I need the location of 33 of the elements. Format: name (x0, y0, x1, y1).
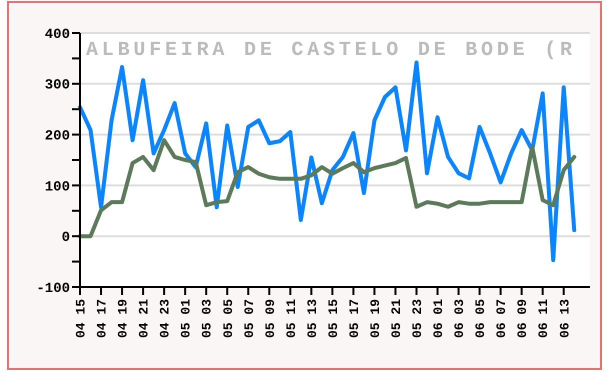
x-tick-label: 06 13 (557, 298, 572, 338)
line-series (78, 60, 576, 262)
x-tick-label: 05 23 (410, 298, 426, 338)
x-tick-label: 05 13 (304, 298, 320, 338)
x-tick-label: 05 11 (284, 298, 299, 338)
x-tick-label: 06 03 (452, 298, 468, 338)
x-tick-label: 06 09 (515, 298, 530, 338)
x-tick-label: 06 01 (431, 298, 446, 338)
x-tick-label: 05 17 (346, 299, 362, 338)
x-tick-label: 05 21 (389, 298, 404, 338)
x-tick-label: 05 05 (220, 298, 236, 338)
y-tick-label: 0 (62, 230, 70, 246)
x-tick-label: 04 19 (116, 298, 131, 338)
y-tick-label: -100 (36, 280, 70, 297)
x-tick-label: 06 11 (536, 298, 552, 338)
x-tick-label: 05 03 (200, 298, 215, 338)
y-tick-label: 100 (44, 179, 70, 196)
x-tick-label: 05 15 (326, 298, 341, 338)
x-tick-label: 04 17 (94, 299, 110, 338)
chart-title: ALBUFEIRA DE CASTELO DE BODE (R (86, 39, 576, 62)
x-tick-label: 04 21 (136, 298, 152, 338)
x-tick-label: 05 07 (242, 299, 257, 338)
line-series (78, 138, 576, 238)
y-tick-label: 200 (44, 128, 70, 144)
x-tick-label: 04 15 (74, 298, 89, 338)
x-tick-label: 05 01 (178, 298, 194, 338)
x-tick-label: 05 19 (368, 298, 383, 338)
x-tick-label: 05 09 (262, 298, 278, 338)
x-tick-label: 06 07 (494, 299, 510, 338)
y-tick-label: 400 (44, 26, 70, 43)
x-tick-label: 06 05 (473, 298, 488, 338)
y-tick-label: 300 (44, 78, 70, 94)
x-tick-label: 04 23 (158, 298, 173, 338)
